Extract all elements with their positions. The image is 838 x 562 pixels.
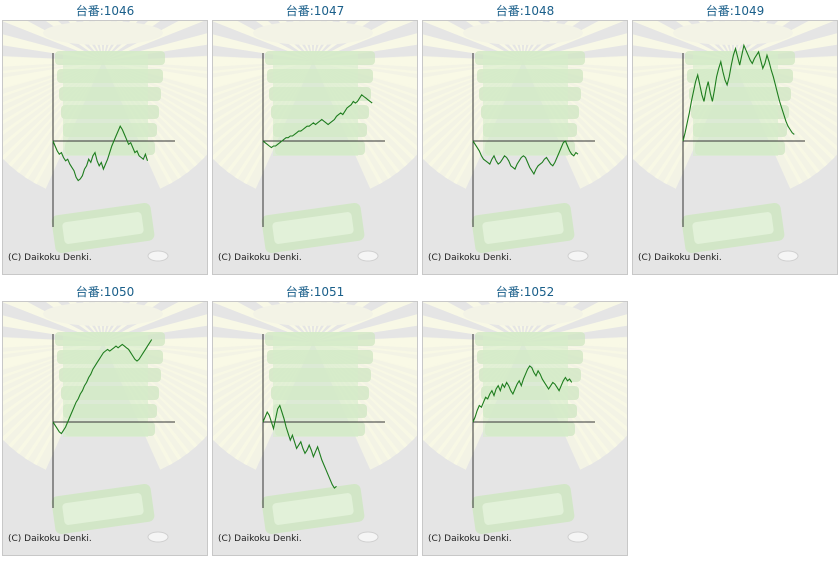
- chart-svg: [213, 302, 417, 543]
- chart-svg: [3, 21, 207, 262]
- chart-panel: (C) Daikoku Denki.: [422, 20, 628, 275]
- copyright-text: (C) Daikoku Denki.: [8, 534, 92, 544]
- machine-base-inner: [482, 212, 564, 244]
- chart-cell-1046: 台番:1046 (C) Daikoku Denki.: [2, 0, 208, 281]
- copyright-text: (C) Daikoku Denki.: [218, 253, 302, 263]
- machine-body: [693, 51, 778, 156]
- chart-panel: (C) Daikoku Denki.: [422, 301, 628, 556]
- machine-top: [43, 302, 163, 326]
- chart-title[interactable]: 台番:1047: [285, 4, 345, 18]
- chart-svg: [633, 21, 837, 262]
- machine-base-inner: [272, 212, 354, 244]
- chart-svg: [3, 302, 207, 543]
- chart-title[interactable]: 台番:1050: [75, 285, 135, 299]
- series-line: [262, 93, 373, 149]
- machine-top: [253, 302, 373, 326]
- machine-top: [463, 21, 583, 45]
- chart-svg: [423, 302, 627, 543]
- sunburst-ray: [213, 315, 313, 342]
- sunburst-ray: [3, 315, 103, 342]
- machine-base-inner: [482, 493, 564, 525]
- series-line: [52, 339, 153, 435]
- machine-base-inner: [692, 212, 774, 244]
- background-decoration: [633, 21, 837, 262]
- coin-icon: [357, 531, 379, 543]
- chart-panel: (C) Daikoku Denki.: [2, 20, 208, 275]
- chart-panel: (C) Daikoku Denki.: [632, 20, 838, 275]
- chart-title[interactable]: 台番:1048: [495, 4, 555, 18]
- copyright-text: (C) Daikoku Denki.: [428, 534, 512, 544]
- copyright-text: (C) Daikoku Denki.: [428, 253, 512, 263]
- background-decoration: [423, 21, 627, 262]
- machine-body: [483, 332, 568, 437]
- machine-body: [483, 51, 568, 156]
- series-line: [682, 43, 795, 142]
- chart-svg: [213, 21, 417, 262]
- series-line: [262, 404, 337, 489]
- coin-icon: [357, 250, 379, 262]
- machine-base-inner: [62, 493, 144, 525]
- background-decoration: [213, 302, 417, 543]
- coin-icon: [147, 531, 169, 543]
- machine-body: [63, 332, 148, 437]
- chart-cell-1048: 台番:1048 (C) Daikoku Denki.: [422, 0, 628, 281]
- chart-title[interactable]: 台番:1052: [495, 285, 555, 299]
- coin-icon: [567, 250, 589, 262]
- machine-body: [273, 332, 358, 437]
- machine-top: [253, 21, 373, 45]
- chart-title[interactable]: 台番:1049: [705, 4, 765, 18]
- chart-cell-1047: 台番:1047 (C) Daikoku Denki.: [212, 0, 418, 281]
- chart-cell-1051: 台番:1051 (C) Daikoku Denki.: [212, 281, 418, 562]
- machine-body: [273, 51, 358, 156]
- machine-top: [673, 21, 793, 45]
- coin-icon: [147, 250, 169, 262]
- series-line: [472, 140, 579, 176]
- chart-cell-1052: 台番:1052 (C) Daikoku Denki.: [422, 281, 628, 562]
- series-line: [472, 365, 573, 423]
- chart-cell-1049: 台番:1049 (C) Daikoku Denki.: [632, 0, 838, 281]
- copyright-text: (C) Daikoku Denki.: [8, 253, 92, 263]
- coin-icon: [567, 531, 589, 543]
- series-line: [52, 125, 149, 182]
- copyright-text: (C) Daikoku Denki.: [638, 253, 722, 263]
- chart-title[interactable]: 台番:1046: [75, 4, 135, 18]
- machine-base-inner: [272, 493, 354, 525]
- coin-icon: [777, 250, 799, 262]
- chart-panel: (C) Daikoku Denki.: [212, 301, 418, 556]
- chart-svg: [423, 21, 627, 262]
- machine-body: [63, 51, 148, 156]
- chart-panel: (C) Daikoku Denki.: [212, 20, 418, 275]
- sunburst-ray: [423, 315, 523, 342]
- copyright-text: (C) Daikoku Denki.: [218, 534, 302, 544]
- machine-top: [43, 21, 163, 45]
- machine-top: [463, 302, 583, 326]
- machine-base-inner: [62, 212, 144, 244]
- chart-title[interactable]: 台番:1051: [285, 285, 345, 299]
- chart-cell-1050: 台番:1050 (C) Daikoku Denki.: [2, 281, 208, 562]
- chart-panel: (C) Daikoku Denki.: [2, 301, 208, 556]
